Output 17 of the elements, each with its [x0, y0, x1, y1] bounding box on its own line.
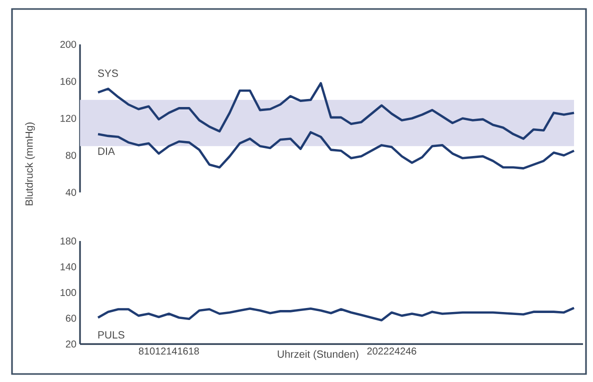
y-tick-label: 140 — [60, 263, 76, 270]
series-label: PULS — [98, 331, 124, 339]
y-tick-label: 20 — [66, 340, 76, 348]
y-axis-title: Blutdruck (mmHg) — [25, 122, 35, 206]
y-tick-label: 200 — [60, 40, 76, 48]
x-tick-label: 202224246 — [367, 348, 416, 355]
y-tick-label: 160 — [60, 78, 76, 85]
series-label: SYS — [98, 70, 118, 77]
y-tick-label: 40 — [66, 188, 76, 196]
y-tick-label: 60 — [66, 314, 76, 322]
y-tick-label: 80 — [66, 152, 76, 159]
x-tick-label: 81012141618 — [138, 348, 199, 355]
y-tick-label: 180 — [60, 237, 76, 245]
series-label: DIA — [98, 148, 115, 155]
x-axis-title: Uhrzeit (Stunden) — [278, 350, 358, 360]
y-tick-label: 100 — [60, 288, 76, 296]
y-tick-label: 120 — [60, 114, 76, 122]
